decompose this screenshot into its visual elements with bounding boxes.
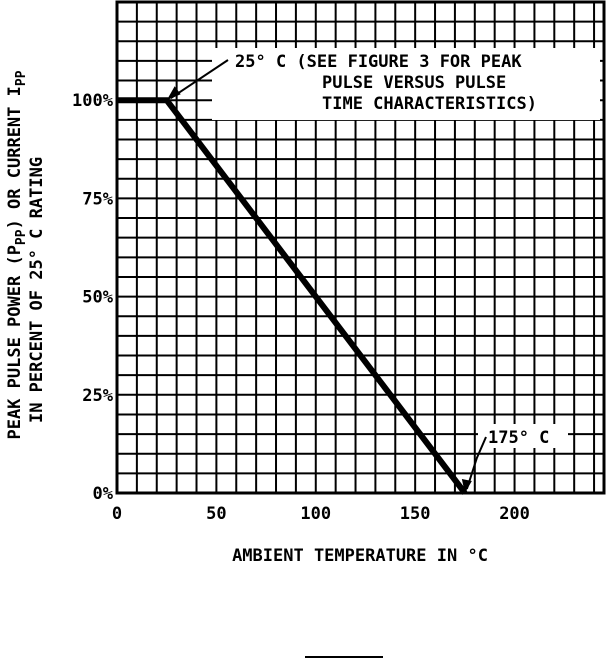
annotation-25c-text-line: 25° C (SEE FIGURE 3 FOR PEAK xyxy=(235,52,522,72)
annotation-25c-box xyxy=(212,48,600,120)
y-tick-label: 0% xyxy=(93,484,114,504)
y-axis-title-line1: PEAK PULSE POWER (PPP) OR CURRENT IPP xyxy=(5,70,29,439)
annotation-175c-box xyxy=(478,424,568,448)
annotation-175c-text: 175° C xyxy=(488,428,549,448)
annotation-25c-text-line: PULSE VERSUS PULSE xyxy=(322,73,506,93)
x-tick-label: 200 xyxy=(499,504,530,524)
plot-border xyxy=(115,0,606,495)
x-tick-label: 50 xyxy=(206,504,226,524)
x-tick-label: 150 xyxy=(400,504,431,524)
y-axis-title-sub2: PP xyxy=(14,70,29,86)
x-tick-label: 0 xyxy=(112,504,122,524)
y-tick-label: 25% xyxy=(82,386,113,406)
annotation-25c-text-line: TIME CHARACTERISTICS) xyxy=(322,94,537,114)
annotation-25c-arrowhead xyxy=(166,86,181,101)
y-tick-label: 100% xyxy=(72,91,114,111)
annotation-175c-arrowhead xyxy=(461,479,472,493)
y-axis-title-part1: PEAK PULSE POWER (P xyxy=(5,245,25,439)
annotation-25c-leader xyxy=(170,59,229,100)
y-axis-title-line2: IN PERCENT OF 25° C RATING xyxy=(27,157,47,423)
tick-labels: 0 50 100 150 200 0% 25% 50% 75% 100% xyxy=(72,91,530,524)
y-axis-title-sub1: PP xyxy=(14,229,29,245)
y-tick-label: 75% xyxy=(82,189,113,209)
y-tick-label: 50% xyxy=(82,288,113,308)
y-axis-title-part2: ) OR CURRENT I xyxy=(5,86,25,229)
annotation-175c-leader xyxy=(465,436,487,490)
x-tick-label: 100 xyxy=(300,504,331,524)
x-axis-title: AMBIENT TEMPERATURE IN °C xyxy=(232,546,488,566)
